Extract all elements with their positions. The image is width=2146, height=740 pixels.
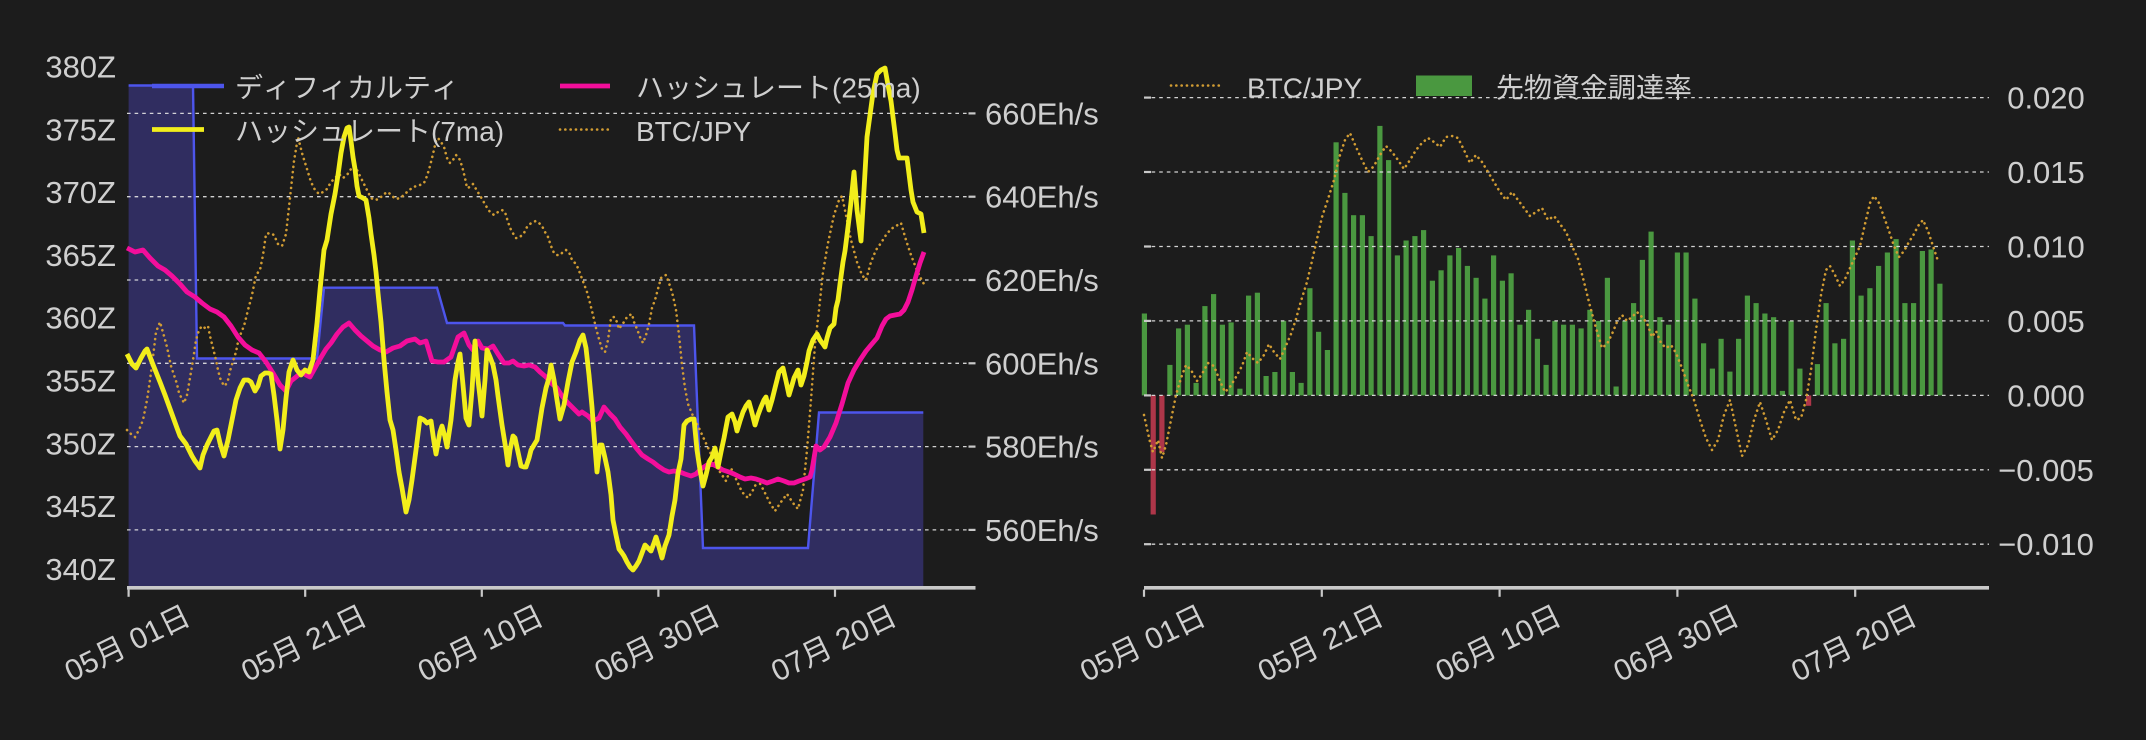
svg-text:−0.010: −0.010 [1998, 527, 2094, 562]
svg-text:580Eh/s: 580Eh/s [985, 430, 1099, 465]
svg-text:365Z: 365Z [45, 238, 116, 273]
svg-text:0.010: 0.010 [2007, 230, 2085, 265]
svg-text:(7ma): (7ma) [431, 116, 504, 147]
svg-text:0.015: 0.015 [2007, 155, 2085, 190]
svg-text:360Z: 360Z [45, 301, 116, 336]
svg-text:600Eh/s: 600Eh/s [985, 346, 1099, 381]
svg-text:0.000: 0.000 [2007, 378, 2085, 413]
svg-text:−0.005: −0.005 [1998, 453, 2094, 488]
svg-text:370Z: 370Z [45, 175, 116, 210]
svg-text:345Z: 345Z [45, 489, 116, 524]
svg-text:BTC/JPY: BTC/JPY [1247, 73, 1362, 104]
svg-text:0.020: 0.020 [2007, 81, 2085, 116]
svg-text:(25ma): (25ma) [832, 73, 921, 104]
svg-text:660Eh/s: 660Eh/s [985, 96, 1099, 131]
svg-text:355Z: 355Z [45, 364, 116, 399]
svg-text:640Eh/s: 640Eh/s [985, 180, 1099, 215]
svg-text:375Z: 375Z [45, 112, 116, 147]
svg-text:0.005: 0.005 [2007, 304, 2085, 339]
svg-text:BTC/JPY: BTC/JPY [636, 116, 751, 147]
svg-text:350Z: 350Z [45, 426, 116, 461]
svg-text:620Eh/s: 620Eh/s [985, 263, 1099, 298]
svg-text:380Z: 380Z [45, 50, 116, 85]
svg-text:340Z: 340Z [45, 552, 116, 587]
svg-text:560Eh/s: 560Eh/s [985, 513, 1099, 548]
